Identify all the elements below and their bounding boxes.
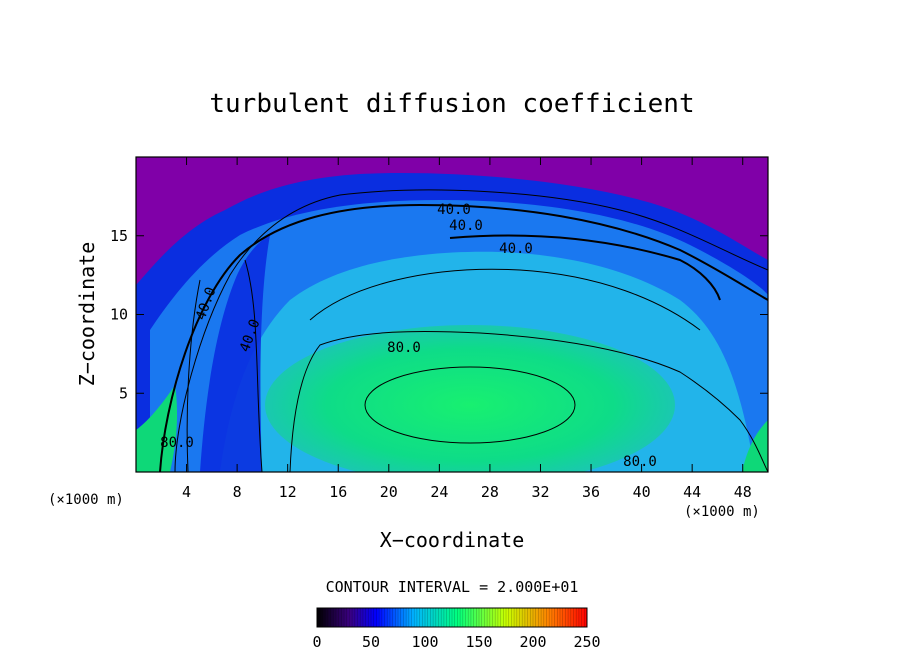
colorbar-tick-label: 50	[362, 633, 380, 651]
colorbar-tick-label: 100	[411, 633, 438, 651]
colorbar-ticks: 0 50 100 150 200 250	[312, 633, 600, 651]
contour-interval-label: CONTOUR INTERVAL = 2.000E+01	[326, 578, 579, 596]
contour-label: 80.0	[387, 340, 421, 356]
plot-area: 40.0 40.0 40.0 40.0 40.0 80.0 80.0 80.0	[136, 157, 768, 472]
x-tick-label: 36	[582, 483, 600, 501]
x-tick-label: 32	[531, 483, 549, 501]
field-region-core	[265, 325, 675, 472]
colorbar-gradient	[317, 608, 587, 627]
x-tick-label: 4	[182, 483, 191, 501]
colorbar-tick-label: 250	[573, 633, 600, 651]
contour-label: 80.0	[623, 454, 657, 470]
x-tick-label: 44	[683, 483, 701, 501]
x-tick-label: 20	[380, 483, 398, 501]
colorbar: 0 50 100 150 200 250	[312, 607, 601, 651]
y-tick-label: 15	[110, 227, 128, 245]
colorbar-stripes	[319, 608, 585, 627]
colorbar-tick-label: 200	[519, 633, 546, 651]
x-axis-ticks: 4 8 12 16 20 24 28 32 36 40 44 48	[182, 157, 752, 501]
contour-label: 40.0	[499, 241, 533, 257]
contour-label: 80.0	[160, 435, 194, 451]
x-axis-label: X−coordinate	[380, 528, 525, 552]
contour-label: 40.0	[437, 202, 471, 218]
x-unit-left: (×1000 m)	[48, 492, 124, 508]
colorbar-frame	[316, 607, 588, 628]
contour-label: 40.0	[449, 218, 483, 234]
x-tick-label: 8	[233, 483, 242, 501]
y-tick-label: 5	[119, 384, 128, 402]
x-tick-label: 12	[279, 483, 297, 501]
x-tick-label: 48	[734, 483, 752, 501]
chart-title: turbulent diffusion coefficient	[209, 89, 694, 119]
x-unit-right: (×1000 m)	[684, 504, 760, 520]
x-tick-label: 40	[633, 483, 651, 501]
x-tick-label: 16	[329, 483, 347, 501]
colorbar-tick-label: 0	[312, 633, 321, 651]
x-tick-label: 28	[481, 483, 499, 501]
x-tick-label: 24	[430, 483, 448, 501]
y-axis-label: Z−coordinate	[75, 242, 99, 387]
y-tick-label: 10	[110, 306, 128, 324]
y-axis-ticks: 5 10 15	[110, 227, 768, 402]
left-corner-green	[136, 385, 178, 472]
contour-lines	[159, 189, 768, 472]
colorbar-tick-label: 150	[465, 633, 492, 651]
